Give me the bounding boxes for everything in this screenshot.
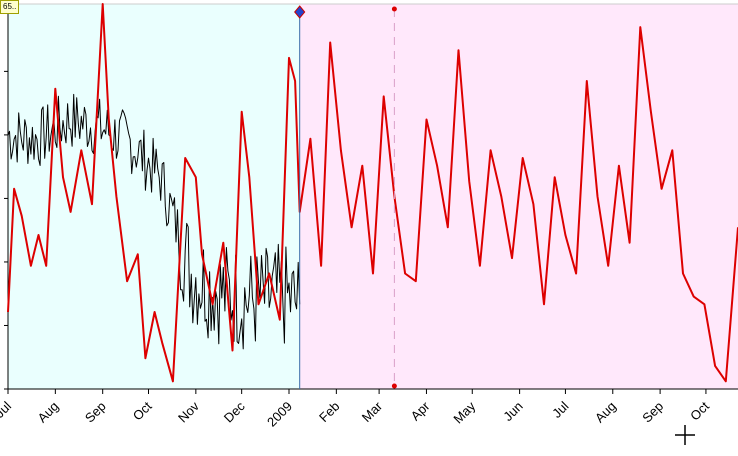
x-tick-label: Aug — [592, 399, 619, 426]
marker-top-dot — [391, 6, 397, 12]
series-line-1 — [7, 3, 738, 383]
value-readout-box: 65.. — [0, 0, 20, 14]
x-tick-label: Jul — [0, 398, 14, 420]
x-tick-label: Nov — [175, 398, 202, 425]
x-tick-label: Feb — [316, 399, 342, 425]
x-tick-label: Mar — [359, 398, 386, 425]
crosshair-cursor-icon — [675, 425, 695, 445]
x-tick-label: Aug — [34, 399, 61, 426]
x-tick-label: Jul — [549, 398, 571, 420]
series-line-0 — [7, 93, 301, 350]
x-tick-label: May — [450, 398, 478, 426]
split-handle-diamond-icon — [294, 5, 306, 19]
marker-bottom-dot — [391, 383, 397, 389]
x-tick-label: Dec — [221, 398, 248, 425]
x-tick-label: Jun — [500, 399, 525, 424]
x-tick-label: Oct — [130, 398, 155, 423]
x-tick-label: Apr — [408, 398, 433, 423]
x-tick-label: Sep — [639, 399, 666, 426]
x-tick-label: Oct — [687, 398, 712, 423]
x-tick-label: Sep — [82, 399, 109, 426]
x-tick-label: 2009 — [264, 399, 295, 430]
